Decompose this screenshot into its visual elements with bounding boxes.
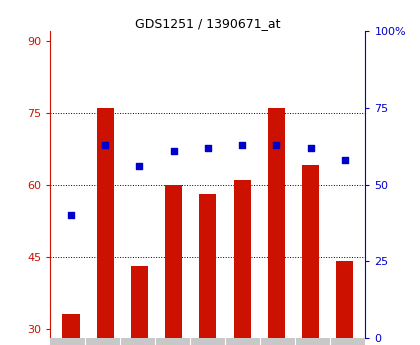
Bar (131, 266, 148, 345)
Bar (200, 194, 216, 345)
Point (205, 145, 211, 150)
Point (239, 142, 246, 147)
Point (307, 145, 314, 150)
Point (136, 164, 143, 169)
Bar (234, 180, 251, 345)
Bar (63, 314, 79, 345)
Point (68, 213, 74, 218)
Title: GDS1251 / 1390671_at: GDS1251 / 1390671_at (135, 17, 281, 30)
Point (170, 148, 177, 154)
Bar (336, 262, 353, 345)
Point (102, 142, 108, 147)
Bar (165, 185, 182, 345)
Bar (268, 108, 285, 345)
Bar (97, 108, 114, 345)
Bar (302, 165, 319, 345)
Point (341, 157, 348, 163)
Point (273, 142, 280, 147)
